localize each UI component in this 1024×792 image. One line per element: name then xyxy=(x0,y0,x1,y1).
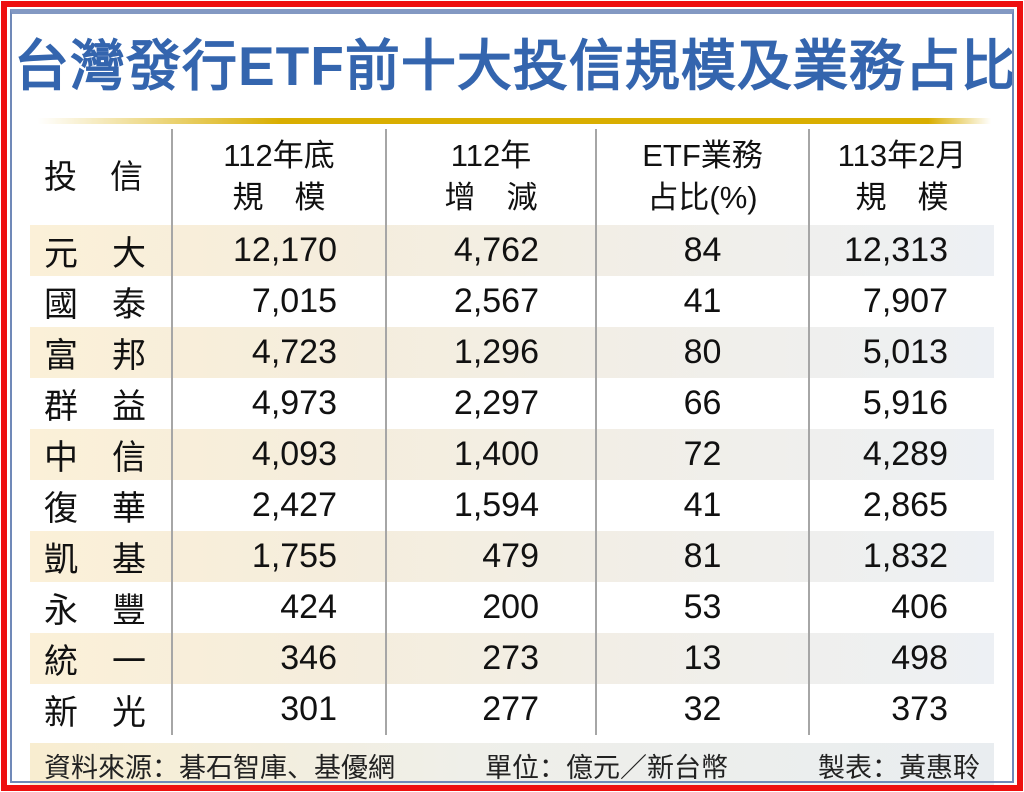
header-label: ETF業務 xyxy=(642,138,763,173)
size-113-feb-value: 1,832 xyxy=(862,537,948,575)
size-113-feb-value: 7,907 xyxy=(862,282,948,320)
table-row: 國 泰 7,015 2,567 41 7,907 xyxy=(30,276,994,327)
issuer-name: 富 邦 xyxy=(30,327,173,378)
header-label: 增 減 xyxy=(444,180,538,215)
issuer-name: 凱 基 xyxy=(30,531,173,582)
table-row: 新 光 301 277 32 373 xyxy=(30,684,994,735)
header-row: 投 信 112年底 規 模 112年 增 減 ETF業務 占比(%) 113年2… xyxy=(30,129,994,225)
etf-pct-value: 32 xyxy=(597,684,810,735)
size-112-value: 7,015 xyxy=(173,276,387,327)
issuer-name: 國 泰 xyxy=(30,276,173,327)
issuer-name: 永 豐 xyxy=(30,582,173,633)
table-row: 中 信 4,093 1,400 72 4,289 xyxy=(30,429,994,480)
size-113-feb-value: 2,865 xyxy=(862,486,948,524)
table-row: 復 華 2,427 1,594 41 2,865 xyxy=(30,480,994,531)
size-112-value: 4,093 xyxy=(173,429,387,480)
header-label: 規 模 xyxy=(855,180,949,215)
unit-note: 單位：億元／新台幣 xyxy=(485,753,728,783)
etf-pct-value: 13 xyxy=(597,633,810,684)
page-title: 台灣發行ETF前十大投信規模及業務占比 xyxy=(14,35,1017,97)
header-cell-issuer: 投 信 xyxy=(30,129,173,225)
etf-pct-value: 66 xyxy=(597,378,810,429)
size-113-feb-value: 5,916 xyxy=(862,384,948,422)
header-cell-change-112: 112年 增 減 xyxy=(387,129,597,225)
header-label: 規 模 xyxy=(232,180,326,215)
change-112-value: 1,296 xyxy=(387,327,597,378)
table-row: 元 大 12,170 4,762 84 12,313 xyxy=(30,225,994,276)
table-header: 投 信 112年底 規 模 112年 增 減 ETF業務 占比(%) 113年2… xyxy=(30,129,994,225)
issuer-name: 群 益 xyxy=(30,378,173,429)
change-112-value: 2,567 xyxy=(387,276,597,327)
infographic: 台灣發行ETF前十大投信規模及業務占比 投 信 112年底 規 模 112年 增… xyxy=(14,14,1017,788)
table-body: 元 大 12,170 4,762 84 12,313 國 泰 7,015 2,5… xyxy=(30,225,994,735)
size-113-feb-value: 5,013 xyxy=(862,333,948,371)
header-label: 占比(%) xyxy=(647,180,758,215)
header-cell-size-113-feb: 113年2月 規 模 xyxy=(810,129,994,225)
header-cell-size-112: 112年底 規 模 xyxy=(173,129,387,225)
size-112-value: 4,973 xyxy=(173,378,387,429)
etf-pct-value: 72 xyxy=(597,429,810,480)
table-row: 凱 基 1,755 479 81 1,832 xyxy=(30,531,994,582)
issuer-name: 統 一 xyxy=(30,633,173,684)
credit-note: 製表：黃惠聆 xyxy=(818,753,980,783)
header-label: 112年底 xyxy=(223,138,335,173)
etf-pct-value: 41 xyxy=(597,276,810,327)
title-underline-bar xyxy=(28,118,996,124)
table-row: 永 豐 424 200 53 406 xyxy=(30,582,994,633)
size-112-value: 1,755 xyxy=(173,531,387,582)
change-112-value: 277 xyxy=(387,684,597,735)
table-row: 統 一 346 273 13 498 xyxy=(30,633,994,684)
etf-pct-value: 80 xyxy=(597,327,810,378)
header-label: 投 信 xyxy=(44,158,143,195)
size-112-value: 2,427 xyxy=(173,480,387,531)
size-113-feb-value: 406 xyxy=(891,588,948,626)
size-113-feb-value: 12,313 xyxy=(844,231,948,269)
size-112-value: 346 xyxy=(173,633,387,684)
etf-pct-value: 41 xyxy=(597,480,810,531)
header-cell-etf-pct: ETF業務 占比(%) xyxy=(597,129,810,225)
size-112-value: 301 xyxy=(173,684,387,735)
change-112-value: 479 xyxy=(387,531,597,582)
change-112-value: 1,400 xyxy=(387,429,597,480)
etf-table: 投 信 112年底 規 模 112年 增 減 ETF業務 占比(%) 113年2… xyxy=(30,129,994,735)
size-113-feb-value: 4,289 xyxy=(862,435,948,473)
table-row: 群 益 4,973 2,297 66 5,916 xyxy=(30,378,994,429)
size-113-feb-value: 373 xyxy=(891,690,948,728)
issuer-name: 新 光 xyxy=(30,684,173,735)
etf-pct-value: 84 xyxy=(597,225,810,276)
footer-band: 資料來源：碁石智庫、基優網 單位：億元／新台幣 製表：黃惠聆 xyxy=(30,743,994,788)
etf-pct-value: 53 xyxy=(597,582,810,633)
size-112-value: 12,170 xyxy=(173,225,387,276)
change-112-value: 2,297 xyxy=(387,378,597,429)
size-113-feb-value: 498 xyxy=(891,639,948,677)
change-112-value: 200 xyxy=(387,582,597,633)
change-112-value: 273 xyxy=(387,633,597,684)
header-label: 113年2月 xyxy=(837,138,967,173)
size-112-value: 424 xyxy=(173,582,387,633)
change-112-value: 4,762 xyxy=(387,225,597,276)
header-label: 112年 xyxy=(450,138,532,173)
etf-pct-value: 81 xyxy=(597,531,810,582)
issuer-name: 中 信 xyxy=(30,429,173,480)
issuer-name: 復 華 xyxy=(30,480,173,531)
data-source-note: 資料來源：碁石智庫、基優網 xyxy=(44,753,395,783)
change-112-value: 1,594 xyxy=(387,480,597,531)
size-112-value: 4,723 xyxy=(173,327,387,378)
table-row: 富 邦 4,723 1,296 80 5,013 xyxy=(30,327,994,378)
issuer-name: 元 大 xyxy=(30,225,173,276)
